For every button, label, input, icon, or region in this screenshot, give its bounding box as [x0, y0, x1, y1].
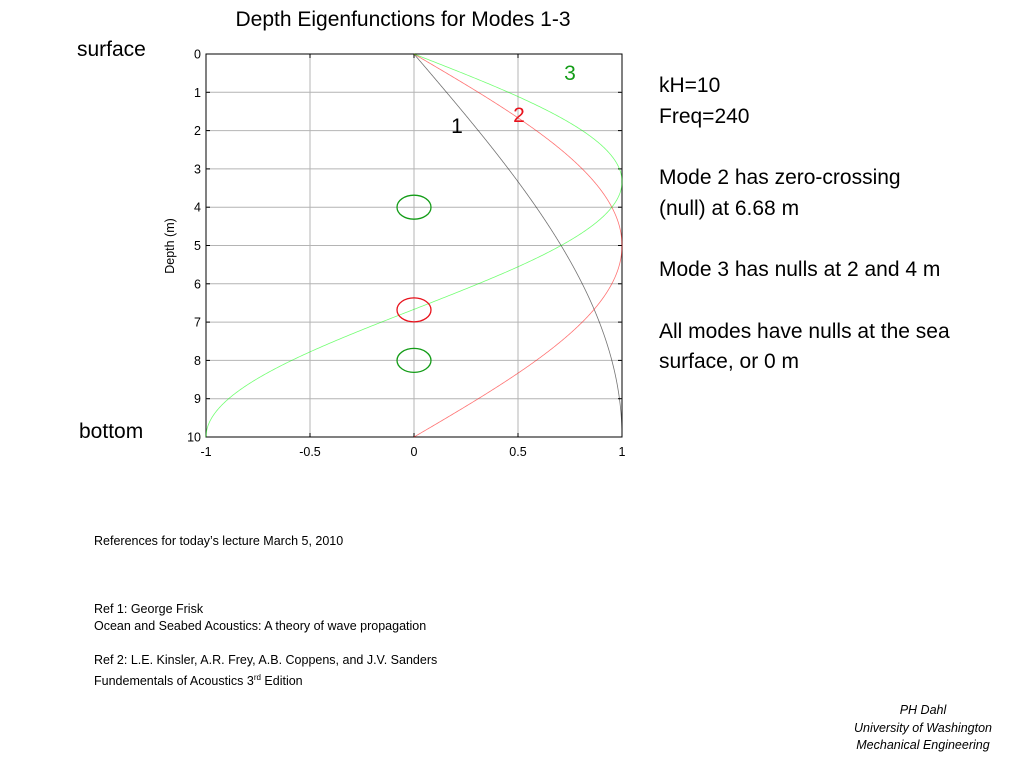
null-marker-circle: [396, 297, 432, 323]
ref2-title: Fundementals of Acoustics 3rd Edition: [94, 673, 303, 689]
note-freq: Freq=240: [659, 104, 750, 128]
y-tick-label: 4: [194, 201, 201, 215]
mode-2-label: 2: [513, 104, 525, 127]
null-marker-circle: [396, 347, 432, 374]
chart-title: Depth Eigenfunctions for Modes 1-3: [235, 8, 571, 31]
references-heading: References for today’s lecture March 5, …: [94, 534, 344, 548]
note-mode2-null: Mode 2 has zero-crossing (null) at 6.68 …: [659, 166, 901, 220]
ref2-authors: Ref 2: L.E. Kinsler, A.R. Frey, A.B. Cop…: [94, 653, 438, 667]
null-marker-circle: [396, 194, 432, 220]
note-surface-nulls: All modes have nulls at the sea surface,…: [659, 319, 950, 374]
note-kh: kH=10: [659, 74, 721, 97]
y-tick-label: 5: [194, 239, 201, 253]
ref1-title: Ocean and Seabed Acoustics: A theory of …: [94, 619, 427, 633]
credit-department: Mechanical Engineering: [856, 738, 990, 752]
surface-label: surface: [77, 38, 146, 61]
y-tick-label: 3: [194, 162, 201, 176]
notes-panel: kH=10 Freq=240 Mode 2 has zero-crossing …: [659, 71, 994, 409]
y-tick-label: 6: [194, 277, 201, 291]
mode-3-curve: [205, 53, 623, 438]
x-tick-label: -1: [200, 445, 211, 459]
y-tick-label: 0: [194, 48, 201, 62]
y-tick-label: 2: [194, 124, 201, 138]
y-tick-label: 8: [194, 354, 201, 368]
bottom-label: bottom: [79, 420, 144, 443]
y-axis-label: Depth (m): [163, 218, 177, 274]
y-tick-label: 7: [194, 316, 201, 330]
x-tick-label: 0: [411, 445, 418, 459]
mode-1-label: 1: [451, 115, 463, 138]
ref1-author: Ref 1: George Frisk: [94, 602, 204, 616]
y-tick-label: 9: [194, 392, 201, 406]
references: References for today’s lecture March 5, …: [94, 533, 437, 690]
credit-university: University of Washington: [853, 720, 992, 735]
x-tick-label: -0.5: [299, 445, 321, 459]
x-tick-label: 0.5: [509, 445, 526, 459]
note-mode3-nulls: Mode 3 has nulls at 2 and 4 m: [659, 258, 941, 281]
credit-name: PH Dahl: [899, 703, 947, 717]
mode-3-label: 3: [564, 62, 576, 85]
mode-2-curve: [413, 53, 623, 438]
y-tick-label: 10: [187, 431, 201, 445]
x-tick-label: 1: [619, 445, 626, 459]
y-tick-label: 1: [194, 86, 201, 100]
author-credit: PH Dahl University of Washington Mechani…: [854, 702, 992, 755]
